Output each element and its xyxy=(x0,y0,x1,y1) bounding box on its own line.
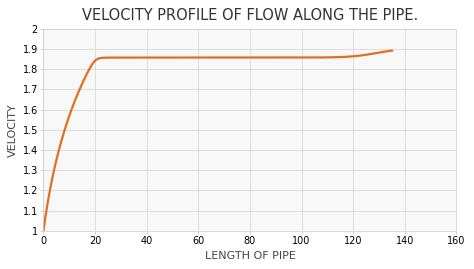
Title: VELOCITY PROFILE OF FLOW ALONG THE PIPE.: VELOCITY PROFILE OF FLOW ALONG THE PIPE. xyxy=(82,8,418,23)
X-axis label: LENGTH OF PIPE: LENGTH OF PIPE xyxy=(204,251,295,261)
Y-axis label: VELOCITY: VELOCITY xyxy=(9,103,18,157)
